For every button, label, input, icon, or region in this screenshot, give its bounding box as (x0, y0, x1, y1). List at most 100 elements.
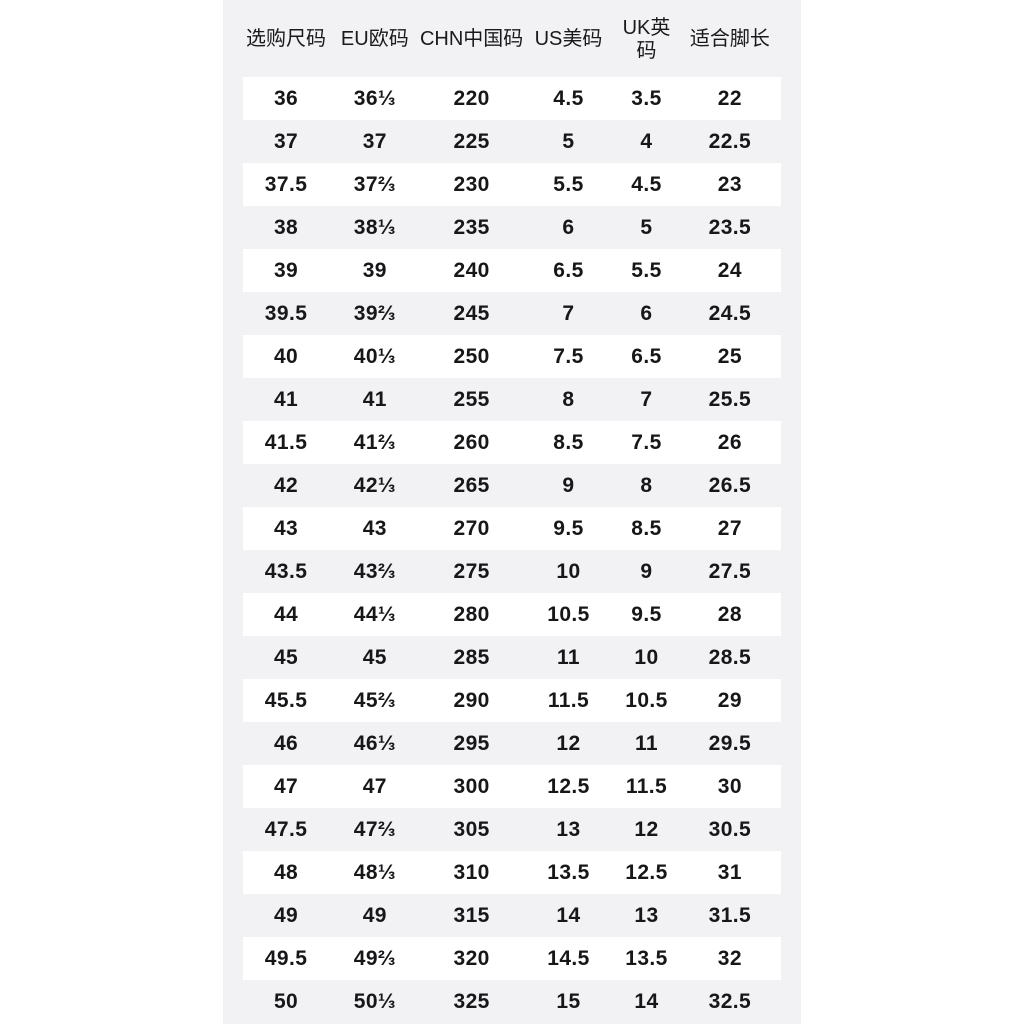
cell: 6.5 (631, 344, 662, 368)
table-row: 41 41 255 8 7 25.5 (243, 378, 781, 421)
cell: 38⅓ (353, 215, 396, 239)
table-row: 45 45 285 11 10 28.5 (243, 636, 781, 679)
cell: 11 (634, 731, 658, 755)
size-chart-panel: 选购尺码 EU欧码 CHN中国码 US美码 UK英码 适合脚长 36 36⅓ 220… (223, 0, 801, 1024)
cell: 37.5 (264, 172, 308, 196)
table-row: 43 43 270 9.5 8.5 27 (243, 507, 781, 550)
column-header-us-size: US美码 (534, 28, 603, 50)
table-row: 37 37 225 5 4 22.5 (243, 120, 781, 163)
cell: 27.5 (708, 559, 752, 583)
cell: 40⅓ (353, 344, 396, 368)
cell: 42 (273, 473, 299, 497)
cell: 44 (273, 602, 299, 626)
table-header: 选购尺码 EU欧码 CHN中国码 US美码 UK英码 适合脚长 (243, 0, 781, 77)
cell: 32 (717, 946, 742, 970)
cell: 220 (453, 86, 490, 110)
cell: 6 (640, 301, 653, 325)
table-row: 38 38⅓ 235 6 5 23.5 (243, 206, 781, 249)
cell: 47 (273, 774, 299, 798)
cell: 23.5 (708, 215, 752, 239)
table-row: 37.5 37⅔ 230 5.5 4.5 23 (243, 163, 781, 206)
cell: 45 (362, 645, 387, 669)
cell: 10 (556, 559, 581, 583)
cell: 11.5 (547, 688, 590, 712)
cell: 47⅔ (353, 817, 396, 841)
cell: 5 (562, 129, 575, 153)
cell: 240 (453, 258, 490, 282)
cell: 47 (362, 774, 387, 798)
cell: 4.5 (631, 172, 662, 196)
cell: 270 (453, 516, 490, 540)
table-row: 49 49 315 14 13 31.5 (243, 894, 781, 937)
cell: 230 (453, 172, 490, 196)
cell: 26 (717, 430, 742, 454)
cell: 13 (556, 817, 581, 841)
cell: 37 (273, 129, 299, 153)
cell: 37 (362, 129, 387, 153)
cell: 43 (362, 516, 387, 540)
cell: 8 (640, 473, 653, 497)
cell: 7 (562, 301, 575, 325)
cell: 23 (717, 172, 742, 196)
cell: 300 (453, 774, 490, 798)
table-row: 42 42⅓ 265 9 8 26.5 (243, 464, 781, 507)
cell: 13 (634, 903, 659, 927)
cell: 46⅓ (353, 731, 396, 755)
table-row: 41.5 41⅔ 260 8.5 7.5 26 (243, 421, 781, 464)
cell: 12.5 (547, 774, 590, 798)
cell: 39⅔ (353, 301, 396, 325)
cell: 5.5 (553, 172, 584, 196)
cell: 6.5 (553, 258, 584, 282)
table-row: 46 46⅓ 295 12 11 29.5 (243, 722, 781, 765)
cell: 325 (453, 989, 490, 1013)
cell: 15 (556, 989, 581, 1013)
table-row: 45.5 45⅔ 290 11.5 10.5 29 (243, 679, 781, 722)
cell: 30.5 (708, 817, 752, 841)
table-row: 48 48⅓ 310 13.5 12.5 31 (243, 851, 781, 894)
cell: 25 (717, 344, 742, 368)
cell: 36 (273, 86, 299, 110)
table-row: 40 40⅓ 250 7.5 6.5 25 (243, 335, 781, 378)
table-row: 49.5 49⅔ 320 14.5 13.5 32 (243, 937, 781, 980)
cell: 41 (362, 387, 387, 411)
cell: 9.5 (553, 516, 584, 540)
cell: 305 (453, 817, 490, 841)
table-row: 39 39 240 6.5 5.5 24 (243, 249, 781, 292)
cell: 12 (556, 731, 581, 755)
cell: 48⅓ (353, 860, 396, 884)
cell: 8.5 (631, 516, 662, 540)
cell: 22 (717, 86, 742, 110)
cell: 275 (453, 559, 490, 583)
cell: 290 (453, 688, 490, 712)
cell: 12 (634, 817, 659, 841)
cell: 36⅓ (353, 86, 396, 110)
cell: 49⅔ (353, 946, 396, 970)
cell: 25.5 (708, 387, 752, 411)
table-row: 47 47 300 12.5 11.5 30 (243, 765, 781, 808)
cell: 9.5 (631, 602, 662, 626)
cell: 32.5 (708, 989, 752, 1013)
cell: 14 (634, 989, 659, 1013)
cell: 14 (556, 903, 581, 927)
cell: 44⅓ (353, 602, 396, 626)
cell: 235 (453, 215, 490, 239)
column-header-uk-size: UK英码 (622, 16, 671, 62)
cell: 47.5 (264, 817, 308, 841)
cell: 13.5 (547, 860, 590, 884)
cell: 255 (453, 387, 490, 411)
cell: 250 (453, 344, 490, 368)
cell: 41.5 (264, 430, 308, 454)
cell: 22.5 (708, 129, 752, 153)
cell: 27 (717, 516, 742, 540)
cell: 42⅓ (353, 473, 396, 497)
cell: 10.5 (625, 688, 668, 712)
cell: 31.5 (708, 903, 752, 927)
column-header-eu-size: EU欧码 (340, 28, 409, 50)
cell: 13.5 (625, 946, 668, 970)
cell: 5 (640, 215, 653, 239)
cell: 49 (362, 903, 387, 927)
column-header-chn-size: CHN中国码 (419, 28, 524, 50)
column-header-foot-length: 适合脚长 (689, 28, 770, 50)
cell: 3.5 (631, 86, 662, 110)
cell: 6 (562, 215, 575, 239)
